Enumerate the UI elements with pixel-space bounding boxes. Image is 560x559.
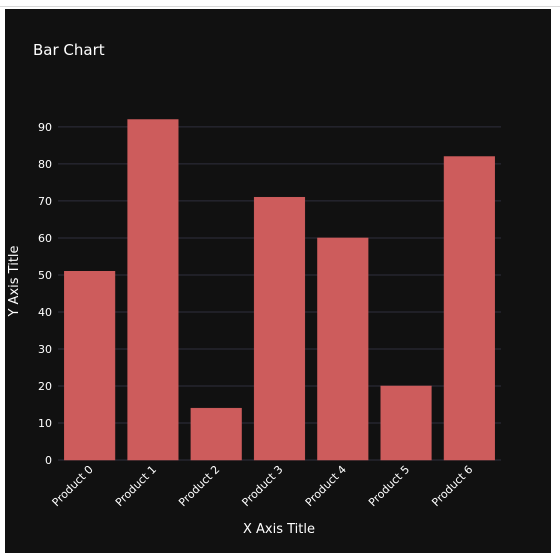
bar-product-3[interactable]	[253, 196, 306, 461]
y-tick-label: 80	[38, 158, 52, 171]
bar-product-0[interactable]	[64, 270, 116, 461]
y-tick-label: 70	[38, 195, 52, 208]
y-tick-label: 50	[38, 269, 52, 282]
x-tick-label: Product 2	[176, 463, 222, 509]
bar-product-6[interactable]	[443, 156, 495, 461]
x-tick-label: Product 3	[239, 463, 285, 509]
x-axis-title: X Axis Title	[243, 522, 315, 537]
bar-product-4[interactable]	[317, 237, 369, 461]
y-tick-label: 90	[38, 121, 52, 134]
y-tick-label: 0	[45, 454, 52, 467]
y-tick-label: 40	[38, 306, 52, 319]
y-tick-label: 60	[38, 232, 52, 245]
y-tick-label: 20	[38, 380, 52, 393]
x-tick-label: Product 4	[303, 463, 349, 509]
bar-product-1[interactable]	[127, 119, 179, 461]
x-tick-label: Product 5	[366, 463, 412, 509]
window-top-border	[0, 6, 560, 7]
chart-title: Bar Chart	[33, 41, 105, 59]
y-axis-ticks: 0 10 20 30 40 50 60 70 80 90	[38, 121, 52, 467]
y-axis-title: Y Axis Title	[7, 245, 22, 317]
y-tick-label: 30	[38, 343, 52, 356]
bars	[64, 119, 495, 461]
bar-product-5[interactable]	[380, 385, 432, 461]
x-tick-label: Product 0	[50, 463, 96, 509]
x-tick-label: Product 1	[113, 463, 159, 509]
bar-product-2[interactable]	[190, 407, 242, 461]
x-axis-ticks: Product 0 Product 1 Product 2 Product 3 Prod…	[50, 463, 476, 509]
y-tick-label: 10	[38, 417, 52, 430]
x-tick-label: Product 6	[429, 463, 475, 509]
